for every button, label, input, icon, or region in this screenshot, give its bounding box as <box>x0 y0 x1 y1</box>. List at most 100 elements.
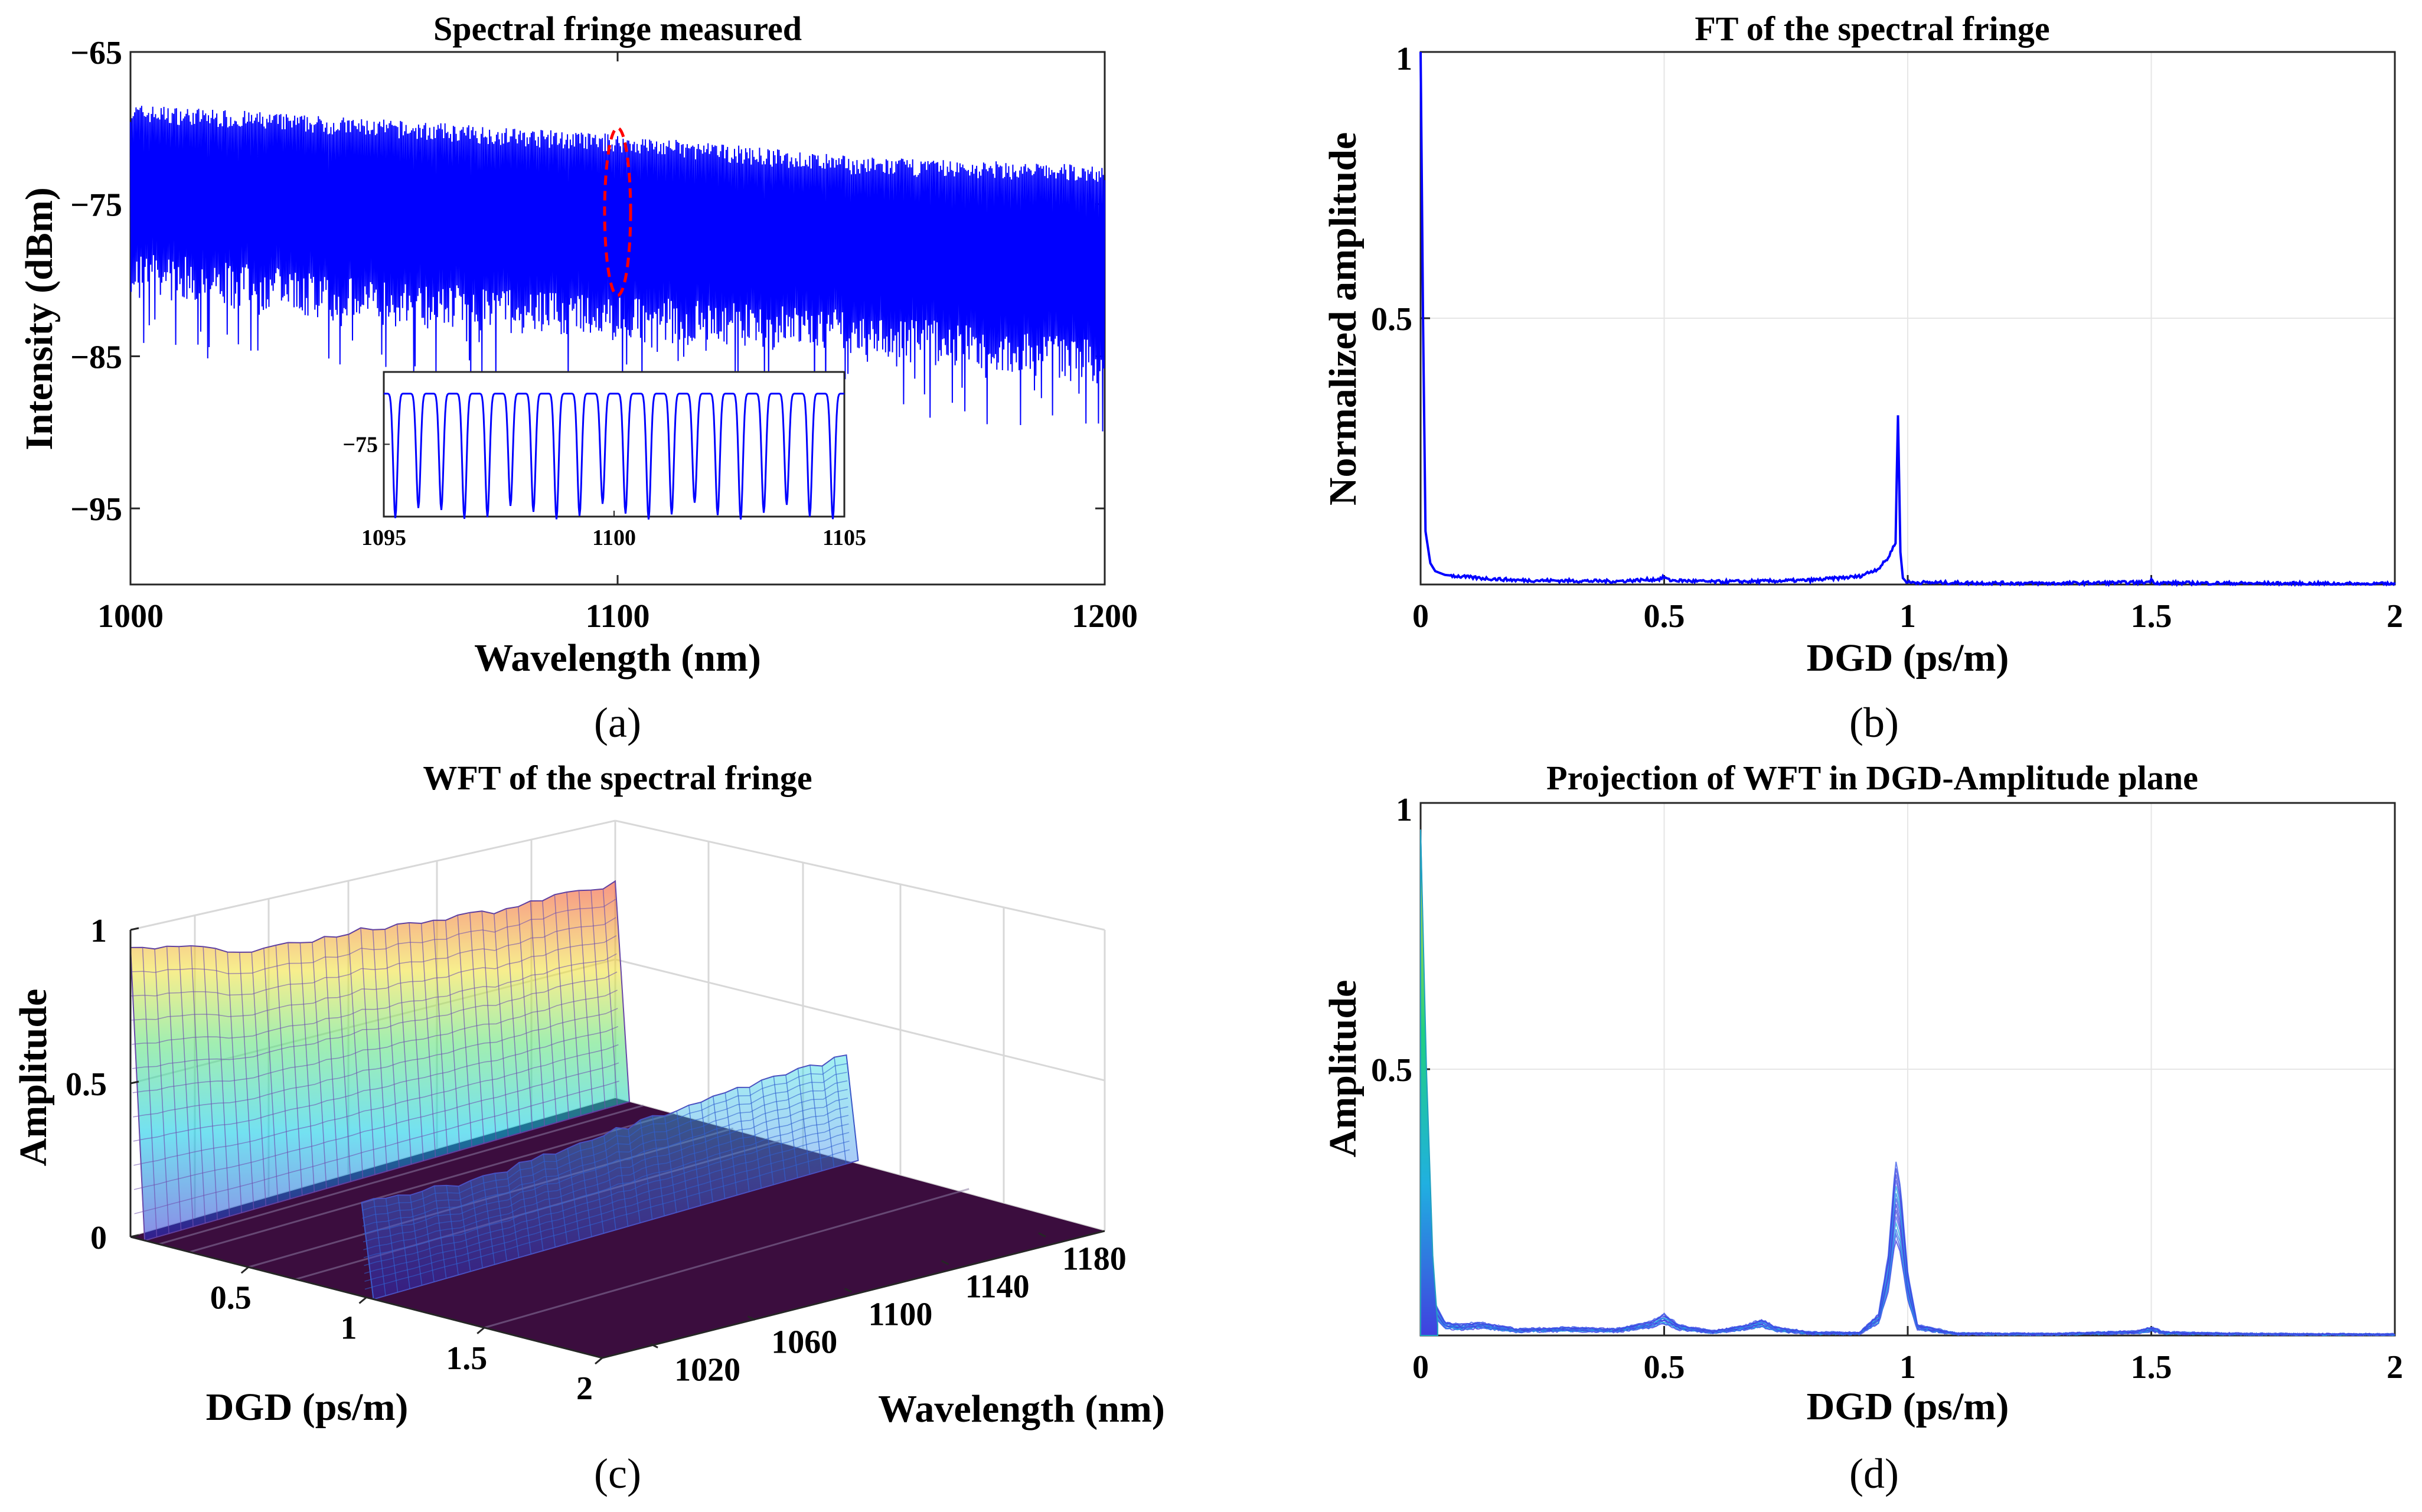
panel-c-mesh-line <box>433 920 448 1154</box>
panel-d-ylabel: Amplitude <box>1321 980 1365 1158</box>
panel-c-x-tick-label: 1.5 <box>446 1340 487 1377</box>
panel-c-mesh-contour <box>362 1080 848 1227</box>
panel-a-ylabel: Intensity (dBm) <box>18 187 61 450</box>
panel-c-mesh-line <box>385 1198 399 1292</box>
panel-c-y-tick-mark <box>650 1343 658 1348</box>
panel-a-y-tick-label: −75 <box>70 187 122 224</box>
panel-c-mesh-line <box>530 900 546 1126</box>
panel-c-y-tick-label: 1180 <box>1062 1241 1127 1278</box>
panel-c-mesh-line <box>531 1160 544 1251</box>
panel-c-mesh-line <box>396 924 412 1164</box>
panel-c-mesh-line <box>749 1087 762 1188</box>
panel-a-x-ticks: 1000 1100 1200 <box>97 52 1138 635</box>
panel-c-y-tick-mark <box>747 1315 755 1321</box>
panel-c-mesh-contour <box>361 1063 847 1211</box>
panel-c-mesh-contour <box>130 899 616 974</box>
panel-c-y-tick-label: 1100 <box>869 1297 933 1333</box>
d-y-tick-label: 1 <box>1396 792 1412 828</box>
panel-c-y-ticks: 1020 1060 1100 1140 1180 <box>650 1232 1127 1389</box>
panel-c-mesh-line <box>445 920 461 1151</box>
panel-c-ridge-dgd1 <box>361 1054 859 1300</box>
panel-c-mesh-line <box>591 1140 605 1234</box>
panel-a: Spectral fringe measured 1000 1100 1200 −6… <box>18 9 1138 746</box>
panel-c-z-ticks: 00.51 <box>66 913 139 1256</box>
panel-c-mesh-line <box>834 1057 847 1164</box>
panel-c-y-tick-label: 1020 <box>674 1352 740 1389</box>
panel-c-mesh-line <box>505 909 521 1134</box>
panel-c-mesh-line <box>409 922 424 1161</box>
panel-b-xlabel: DGD (ps/m) <box>1807 636 2009 680</box>
panel-c-mesh-line <box>457 915 472 1147</box>
panel-c-mesh-line <box>578 890 594 1112</box>
panel-c-title: WFT of the spectral fringe <box>423 759 812 797</box>
panel-c-mesh-line <box>688 1105 701 1206</box>
panel-c-mesh-line <box>566 891 582 1116</box>
panel-b-y-ticks: 0.51 <box>1371 41 1430 338</box>
panel-c-zlabel: Amplitude <box>12 989 55 1167</box>
panel-c-mesh-line <box>299 942 315 1192</box>
panel-c-mesh-line <box>239 952 254 1210</box>
panel-d-x-ticks: 0 0.5 1 1.5 2 <box>1412 1326 2403 1386</box>
inset-axes-box <box>383 371 846 518</box>
panel-c-mesh-line <box>797 1068 811 1175</box>
inset-x-tick-label: 1095 <box>361 525 406 550</box>
panel-c-xlabel: DGD (ps/m) <box>206 1386 409 1429</box>
panel-c-floor-stripe <box>484 1188 970 1329</box>
panel-c-mesh-line <box>422 1191 435 1282</box>
inset-x-tick-label: 1100 <box>592 525 636 550</box>
inset-x-tick-label: 1105 <box>822 525 866 550</box>
panel-c-mesh-contour <box>134 1080 619 1214</box>
panel-c-y-tick-mark <box>1038 1232 1046 1237</box>
panel-c-x-tick-mark <box>240 1266 249 1274</box>
panel-d-projection-lines <box>1420 830 2395 1337</box>
panel-c-mesh-contour <box>363 1115 849 1258</box>
panel-c-mesh-line <box>567 1148 580 1240</box>
panel-c-mesh-line <box>628 1129 641 1223</box>
b-y-tick-label: 1 <box>1396 41 1412 77</box>
panel-d: Projection of WFT in DGD-Amplitude plane… <box>1321 759 2403 1497</box>
panel-a-x-tick-label: 1200 <box>1072 598 1138 635</box>
panel-c-mesh-contour <box>363 1106 848 1250</box>
panel-c-mesh-line <box>518 1162 532 1255</box>
panel-c-mesh-line <box>348 934 364 1178</box>
panel-c-mesh-line <box>554 894 570 1119</box>
panel-c-y-tick-mark <box>941 1260 949 1265</box>
panel-a-fringe-line <box>130 106 1105 432</box>
panel-d-grid <box>1421 803 2395 1335</box>
panel-b-ft-line <box>1419 51 2396 587</box>
panel-c-mesh-contour <box>133 1008 618 1118</box>
panel-c-mesh-line <box>288 942 303 1196</box>
panel-c-x-ticks: 0.5 1 1.5 2 <box>210 1266 603 1407</box>
panel-c-mesh-contour <box>131 935 617 1021</box>
panel-c-mesh-line <box>603 1135 616 1230</box>
panel-c-mesh-contour <box>363 1089 848 1235</box>
panel-c-x-tick-label: 0.5 <box>210 1279 252 1316</box>
panel-c-mesh-line <box>469 912 485 1144</box>
panel-b-grid <box>1421 52 2395 584</box>
d-x-tick-label: 2 <box>2387 1349 2403 1386</box>
panel-c-z-tick-label: 0 <box>90 1220 107 1256</box>
panel-c-mesh-contour <box>363 1098 848 1243</box>
panel-c-mesh-line <box>773 1076 786 1181</box>
panel-c-ylabel: Wavelength (nm) <box>878 1387 1165 1431</box>
panel-c-mesh-line <box>724 1092 737 1196</box>
panel-c-mesh-line <box>409 1195 423 1286</box>
panel-c-ridge-dgd0-mesh <box>130 881 630 1241</box>
panel-c-mesh-line <box>420 923 436 1158</box>
panel-c-mesh-line <box>821 1066 835 1168</box>
panel-c-z-tick-label: 1 <box>90 913 107 949</box>
panel-c-mesh-contour <box>364 1132 850 1274</box>
panel-c-z-tick-mark <box>130 927 139 931</box>
panel-a-y-tick-label: −85 <box>70 339 122 375</box>
panel-c-ridge-dgd0 <box>129 880 631 1242</box>
panel-c-mesh-contour <box>132 953 617 1045</box>
panel-c-mesh-contour <box>131 917 616 997</box>
panel-c-mesh-line <box>494 913 509 1137</box>
panel-a-x-tick-label: 1000 <box>97 598 164 635</box>
panel-c-mesh-line <box>336 937 351 1182</box>
panel-c-mesh-line <box>470 1180 483 1268</box>
panel-c-mesh-line <box>712 1096 726 1199</box>
panel-c-mesh-line <box>846 1054 859 1161</box>
panel-c-mesh-line <box>785 1075 798 1178</box>
